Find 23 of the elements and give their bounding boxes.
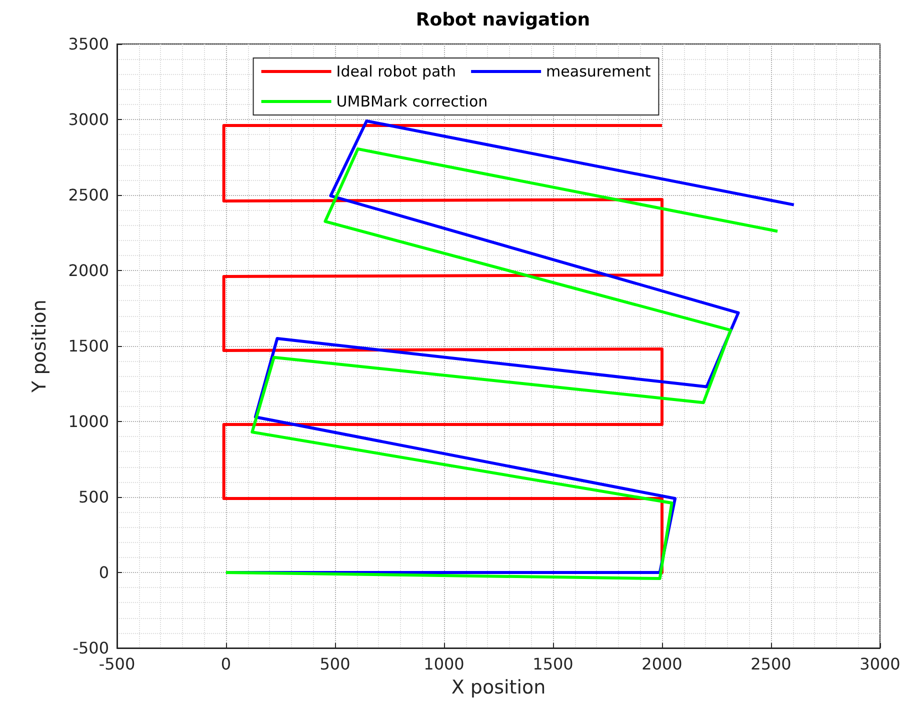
y-tick-label: 2500	[68, 186, 109, 204]
chart-title: Robot navigation	[416, 10, 590, 30]
x-tick-label: 2500	[750, 654, 792, 674]
x-tick-label: 1000	[424, 654, 464, 674]
x-tick-label: 500	[320, 654, 350, 674]
x-tick-label: 0	[220, 654, 232, 674]
y-tick-label: 0	[98, 563, 109, 582]
x-tick-label: 3000	[860, 654, 900, 674]
x-tick-label: -500	[98, 654, 136, 674]
legend-label: measurement	[546, 62, 651, 80]
x-axis-title: X position	[451, 676, 546, 698]
x-tick-label: 2000	[642, 654, 682, 674]
y-axis-title: Y position	[28, 300, 50, 394]
y-tick-label: 2000	[68, 261, 109, 280]
y-tick-label: 1000	[68, 412, 109, 431]
y-tick-label: 1500	[68, 336, 109, 356]
legend-label: Ideal robot path	[336, 62, 456, 80]
y-tick-label: -500	[72, 638, 109, 658]
y-tick-label: 3000	[68, 110, 109, 129]
y-tick-label: 500	[78, 488, 109, 506]
legend-label: UMBMark correction	[336, 92, 488, 110]
x-tick-label: 1500	[532, 654, 574, 674]
y-tick-label: 3500	[68, 34, 109, 54]
